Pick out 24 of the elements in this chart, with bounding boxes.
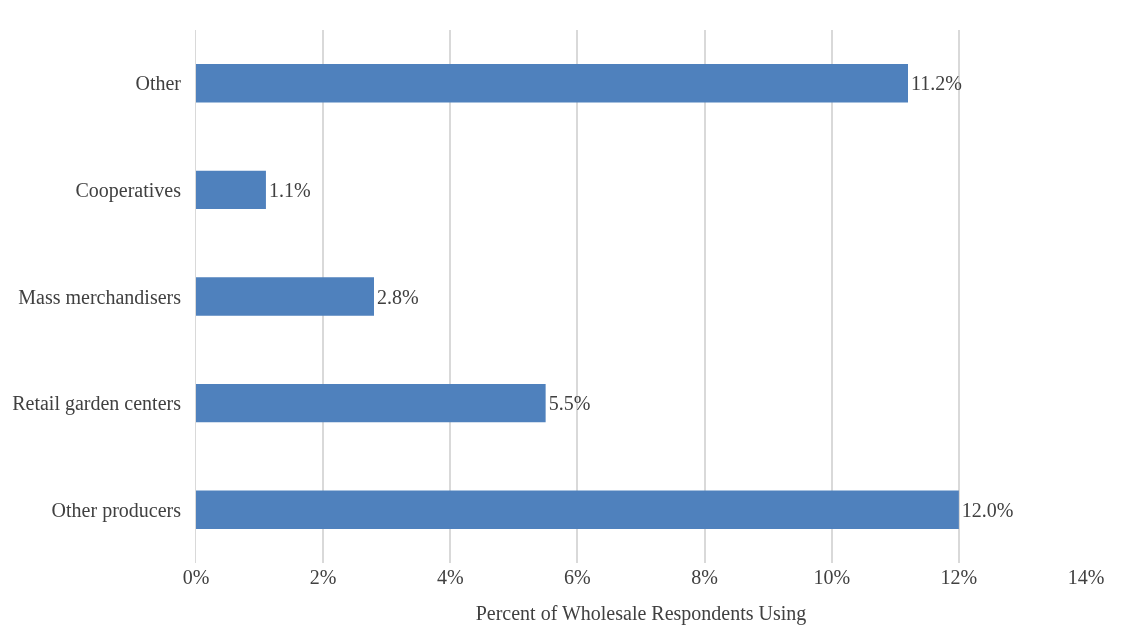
bar: [196, 64, 908, 103]
data-label: 5.5%: [548, 392, 591, 415]
y-tick-label: Other: [135, 72, 182, 95]
x-tick-label: 0%: [182, 566, 210, 588]
y-tick-label: Mass merchandisers: [18, 285, 182, 308]
x-tick-label: 14%: [1067, 566, 1105, 588]
x-axis-title: Percent of Wholesale Respondents Using: [475, 601, 807, 625]
y-tick-label: Retail garden centers: [12, 392, 182, 416]
data-label: 12.0%: [961, 498, 1014, 521]
bar: [196, 490, 959, 529]
x-tick-label: 8%: [691, 566, 718, 588]
data-label: 2.8%: [377, 285, 419, 308]
x-tick-label: 6%: [564, 566, 591, 588]
x-tick-label: 10%: [813, 566, 851, 588]
bar: [196, 277, 374, 316]
x-tick-label: 2%: [309, 566, 337, 588]
bar: [196, 383, 546, 423]
y-tick-label: Cooperatives: [75, 178, 182, 202]
y-tick-label: Other producers: [51, 498, 182, 522]
bar: [196, 170, 266, 210]
x-tick-label: 4%: [436, 566, 464, 588]
data-label: 11.2%: [911, 72, 962, 95]
x-tick-label: 12%: [940, 566, 978, 588]
data-label: 1.1%: [268, 178, 311, 201]
